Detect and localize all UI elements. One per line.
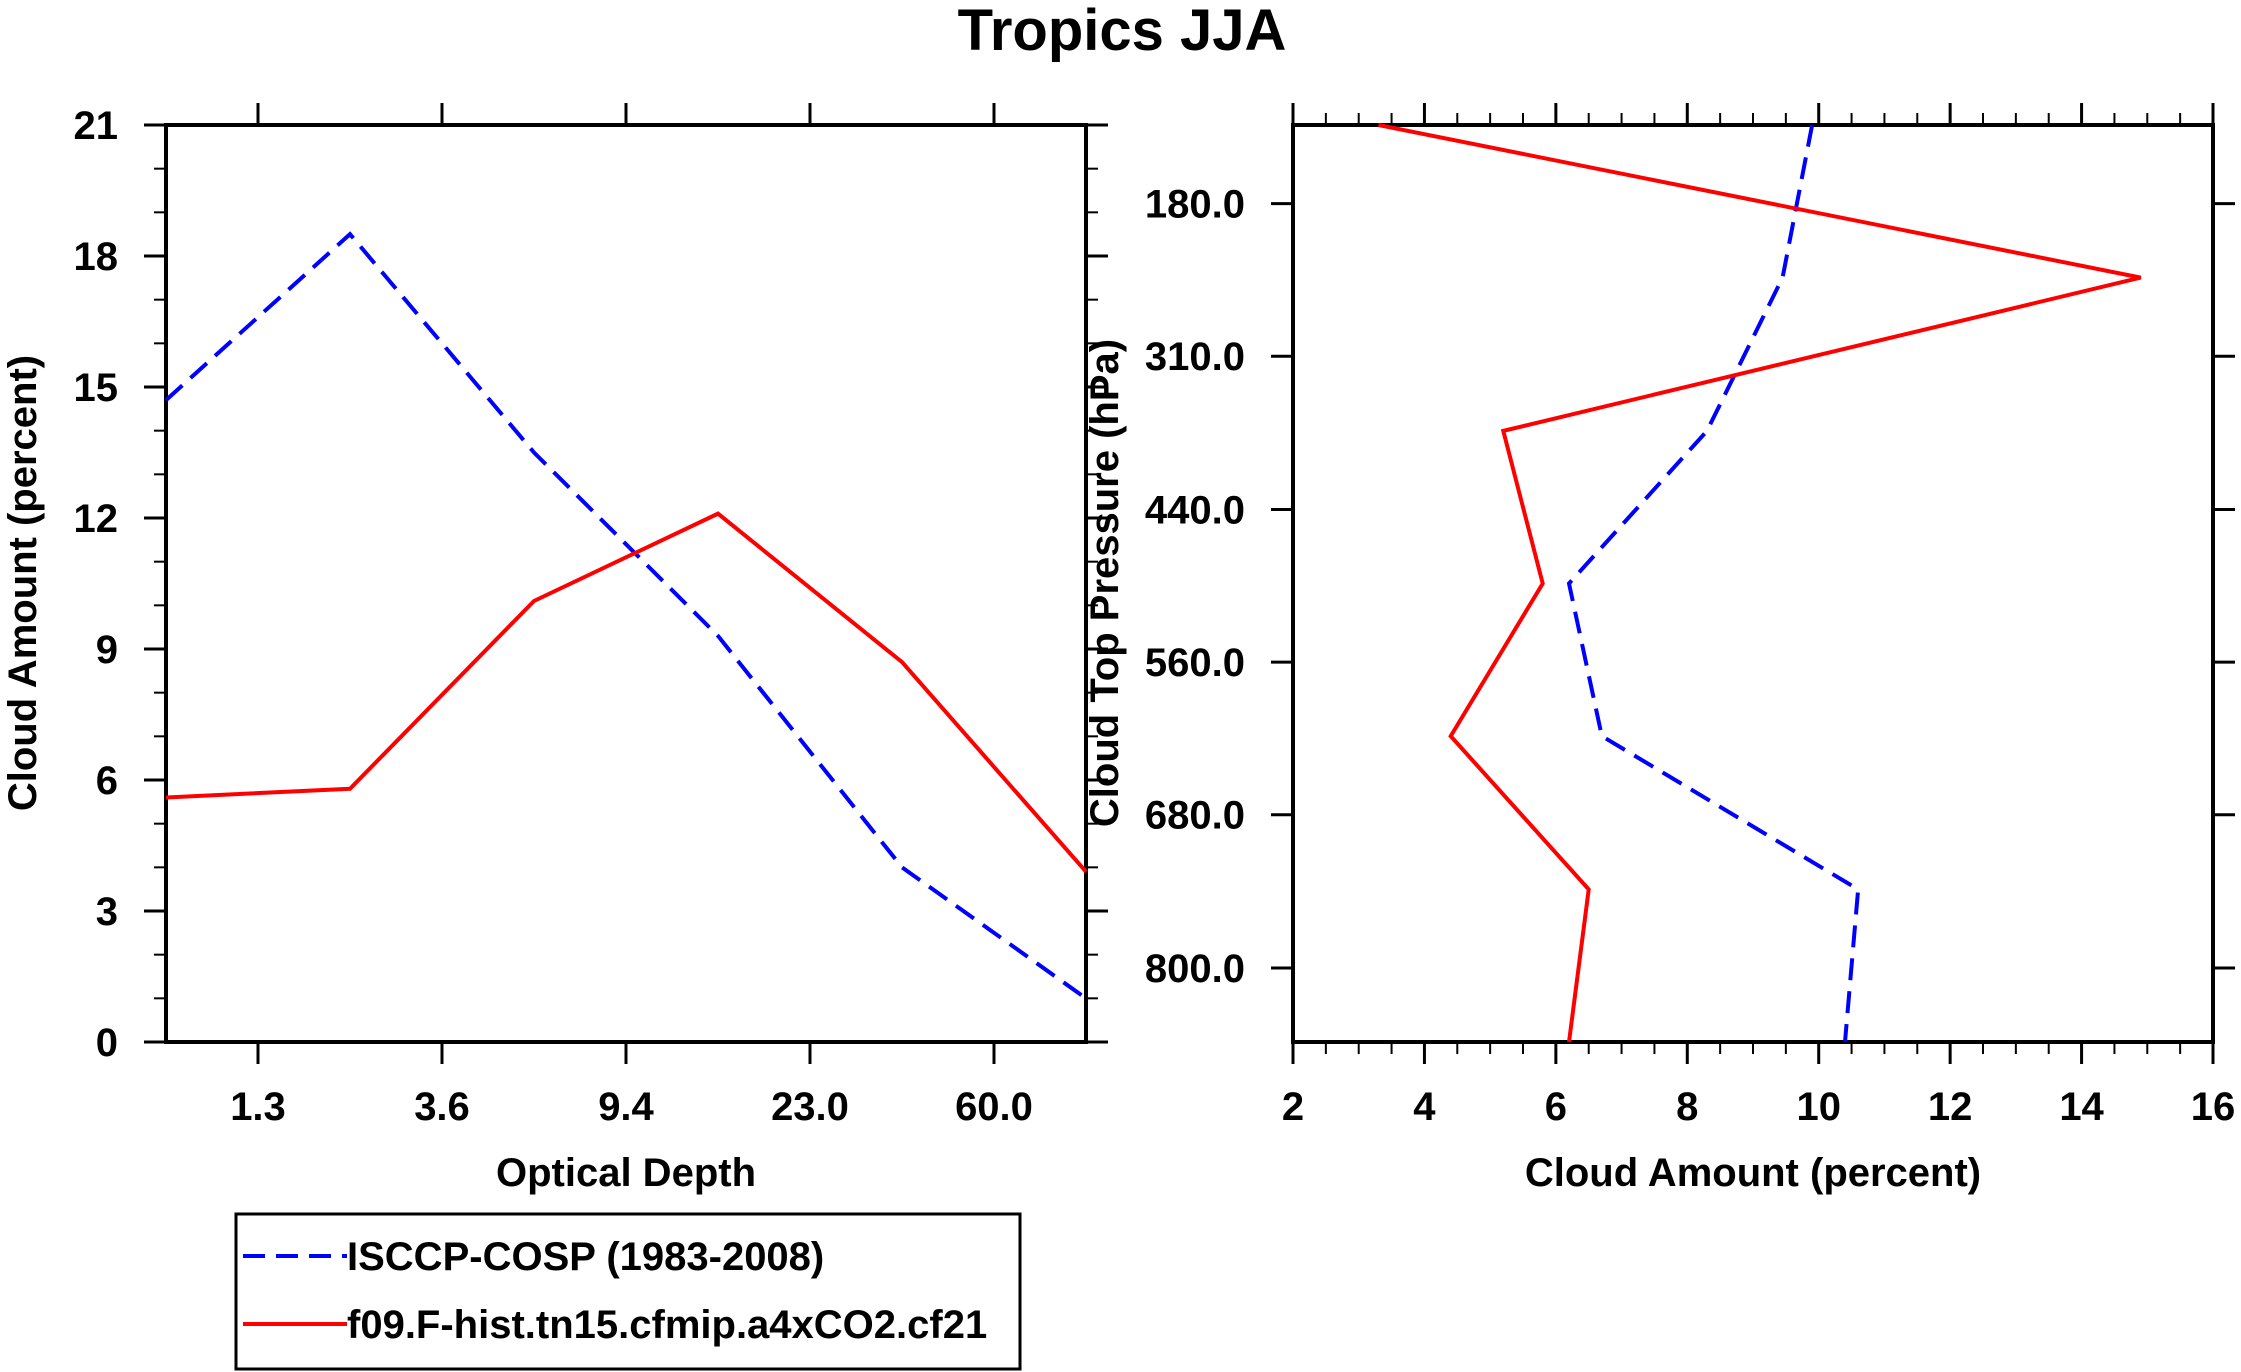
left-x-tick-label: 60.0 [955,1085,1033,1129]
right-y-tick-label: 560.0 [1145,641,1245,685]
right-x-tick-label: 6 [1545,1085,1567,1129]
right-x-axis-label: Cloud Amount (percent) [1525,1151,1981,1195]
legend-label-model: f09.F-hist.tn15.cfmip.a4xCO2.cf21 [347,1303,987,1347]
right-x-tick-label: 16 [2191,1085,2236,1129]
left-x-tick-label: 1.3 [230,1085,286,1129]
legend-label-obs: ISCCP-COSP (1983-2008) [347,1235,824,1279]
left-x-axis-label: Optical Depth [496,1151,756,1195]
left-y-tick-label: 18 [74,235,119,279]
right-x-tick-label: 12 [1928,1085,1973,1129]
right-x-tick-label: 4 [1413,1085,1436,1129]
left-x-tick-label: 23.0 [771,1085,849,1129]
left-obs-line [164,231,1088,1000]
legend-box [234,1212,1022,1371]
figure-title: Tropics JJA [958,0,1287,63]
left-model-line [165,511,1088,874]
left-y-tick-label: 12 [74,497,119,541]
legend: ISCCP-COSP (1983-2008) f09.F-hist.tn15.c… [234,1212,1022,1371]
right-x-tick-label: 8 [1676,1085,1698,1129]
right-y-tick-label: 680.0 [1145,794,1245,838]
right-obs-line [1566,124,1861,1043]
left-y-tick-label: 6 [96,759,118,803]
right-ticks: 2 4 6 8 10 12 14 16 180.0 310.0 440.0 560.0 680.0 800… [1145,103,2235,1129]
left-x-tick-label: 9.4 [598,1085,654,1129]
right-y-tick-label: 440.0 [1145,488,1245,532]
left-x-tick-label: 3.6 [414,1085,470,1129]
cloud-top-pressure-panel: 2 4 6 8 10 12 14 16 180.0 310.0 440.0 560.0 680.0 800… [1083,103,2235,1195]
right-y-axis-label: Cloud Top Pressure (hPa) [1083,339,1127,827]
left-y-tick-label: 21 [74,104,119,148]
left-y-axis-label: Cloud Amount (percent) [1,355,45,811]
right-x-tick-label: 10 [1796,1085,1841,1129]
right-x-tick-label: 2 [1282,1085,1304,1129]
right-y-tick-label: 180.0 [1145,183,1245,227]
left-plot-frame [164,123,1088,1044]
optical-depth-panel: 1.3 3.6 9.4 23.0 60.0 0 3 6 9 12 15 18 21 Optical De… [1,103,1108,1195]
left-y-tick-label: 9 [96,628,118,672]
right-model-line [1378,123,2142,1043]
right-y-tick-label: 310.0 [1145,335,1245,379]
right-x-tick-label: 14 [2059,1085,2104,1129]
left-ticks: 1.3 3.6 9.4 23.0 60.0 0 3 6 9 12 15 18 21 [74,103,1108,1129]
left-y-tick-label: 15 [74,366,119,410]
right-series [1378,123,2142,1043]
left-y-tick-label: 0 [96,1021,118,1065]
right-y-tick-label: 800.0 [1145,947,1245,991]
left-y-tick-label: 3 [96,890,118,934]
left-series [164,231,1088,1000]
